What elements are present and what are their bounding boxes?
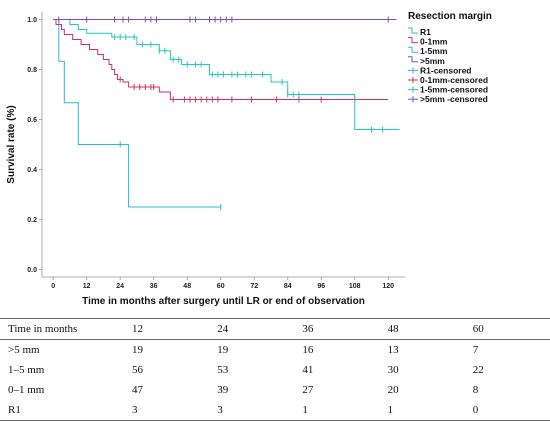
- x-tick-label: 96: [317, 283, 325, 290]
- legend: Resection margin R10-1mm1-5mm>5mmR1-censo…: [408, 11, 492, 104]
- risk-table-cell: 47: [132, 384, 143, 396]
- x-tick-label: 108: [349, 283, 361, 290]
- risk-table-cell: 7: [472, 344, 479, 356]
- x-tick-label: 48: [183, 283, 191, 290]
- risk-table-cell: 3: [209, 400, 295, 421]
- risk-table-cell: 8: [472, 384, 479, 396]
- legend-item-label: >5mm: [420, 56, 445, 66]
- y-axis-title: Survival rate (%): [6, 105, 17, 183]
- risk-table-cell: 19: [132, 344, 143, 356]
- legend-line-swatch: [408, 46, 418, 53]
- risk-table-cell: 19: [217, 344, 229, 356]
- risk-table-cell: 30: [387, 364, 399, 376]
- survival-chart: 0.0 0.2 0.4 0.6 0.8 1.0 0 12 24 36 48 60 72 84 96 108 12…: [6, 11, 492, 307]
- risk-table-row: R1 3 3 1 1 0: [0, 400, 550, 421]
- risk-table-row-label: R1: [0, 400, 124, 421]
- x-tick-label: 120: [382, 283, 394, 290]
- legend-title: Resection margin: [408, 11, 492, 22]
- risk-table-cell: 22: [472, 364, 484, 376]
- risk-table-row-label: 1–5 mm: [8, 364, 45, 376]
- legend-line-swatch: [408, 27, 418, 34]
- risk-table-row-label: 0–1 mm: [8, 384, 45, 396]
- legend-item-label: R1: [420, 27, 431, 37]
- y-tick-label: 1.0: [27, 17, 37, 24]
- x-tick-label: 60: [217, 283, 225, 290]
- survival-curve-0: [53, 19, 221, 208]
- x-tick-label: 12: [83, 283, 91, 290]
- legend-item-label: 0-1mm-censored: [420, 75, 488, 85]
- risk-table-cell: 53: [217, 364, 229, 376]
- risk-table-header-label: Time in months: [0, 318, 124, 340]
- risk-table-cell: 56: [132, 364, 143, 376]
- risk-table-time-point: 48: [379, 318, 465, 340]
- risk-table-cell: 20: [387, 384, 399, 396]
- x-axis-title: Time in months after surgery until LR or…: [82, 296, 365, 307]
- x-tick-label: 72: [250, 283, 258, 290]
- risk-table-row: 1–5 mm 56 53 41 30 22: [0, 360, 550, 380]
- risk-table-header-row: Time in months 12 24 36 48 60: [0, 318, 550, 340]
- risk-table-cell: 13: [387, 344, 399, 356]
- legend-item-label: 1-5mm: [420, 46, 448, 56]
- x-tick-label: 0: [51, 283, 55, 290]
- survival-curve-2: [53, 19, 400, 130]
- y-tick-label: 0.4: [27, 167, 37, 174]
- risk-table-cell: 0: [464, 400, 550, 421]
- risk-table-cell: 3: [124, 400, 210, 421]
- risk-table-time-point: 60: [464, 318, 550, 340]
- y-tick-label: 0.0: [27, 267, 37, 274]
- risk-table-cell: 1: [294, 400, 380, 421]
- risk-table-cell: 41: [302, 364, 314, 376]
- plot-area: [53, 16, 400, 210]
- x-tick-label: 36: [150, 283, 158, 290]
- y-tick-label: 0.2: [27, 217, 37, 224]
- survival-curve-1: [53, 19, 389, 100]
- risk-table-cell: 27: [302, 384, 314, 396]
- risk-table-time-point: 24: [209, 318, 295, 340]
- risk-table-time-point: 12: [124, 318, 210, 340]
- risk-table-row: >5 mm 19 19 16 13 7: [0, 340, 550, 361]
- legend-line-swatch: [408, 56, 418, 63]
- x-tick-label: 24: [116, 283, 124, 290]
- risk-table-row-label: >5 mm: [8, 344, 40, 356]
- y-tick-label: 0.8: [27, 67, 37, 74]
- x-tick-label: 84: [284, 283, 292, 290]
- legend-item-label: R1-censored: [420, 65, 472, 75]
- risk-table-row: 0–1 mm 47 39 27 20 8: [0, 380, 550, 400]
- risk-table-cell: 39: [217, 384, 229, 396]
- risk-table-time-point: 36: [294, 318, 380, 340]
- risk-table-cell: 1: [379, 400, 465, 421]
- axes: 0.0 0.2 0.4 0.6 0.8 1.0 0 12 24 36 48 60 72 84 96 108 12…: [6, 12, 405, 307]
- y-tick-label: 0.6: [27, 117, 37, 124]
- risk-table-cell: 16: [302, 344, 314, 356]
- legend-line-swatch: [408, 37, 418, 44]
- legend-item-label: 0-1mm: [420, 37, 448, 47]
- numbers-at-risk-table: Time in months 12 24 36 48 60 >5 mm 19 1…: [0, 318, 550, 421]
- legend-item-label: >5mm -censored: [420, 94, 488, 104]
- legend-item-label: 1-5mm-censored: [420, 85, 488, 95]
